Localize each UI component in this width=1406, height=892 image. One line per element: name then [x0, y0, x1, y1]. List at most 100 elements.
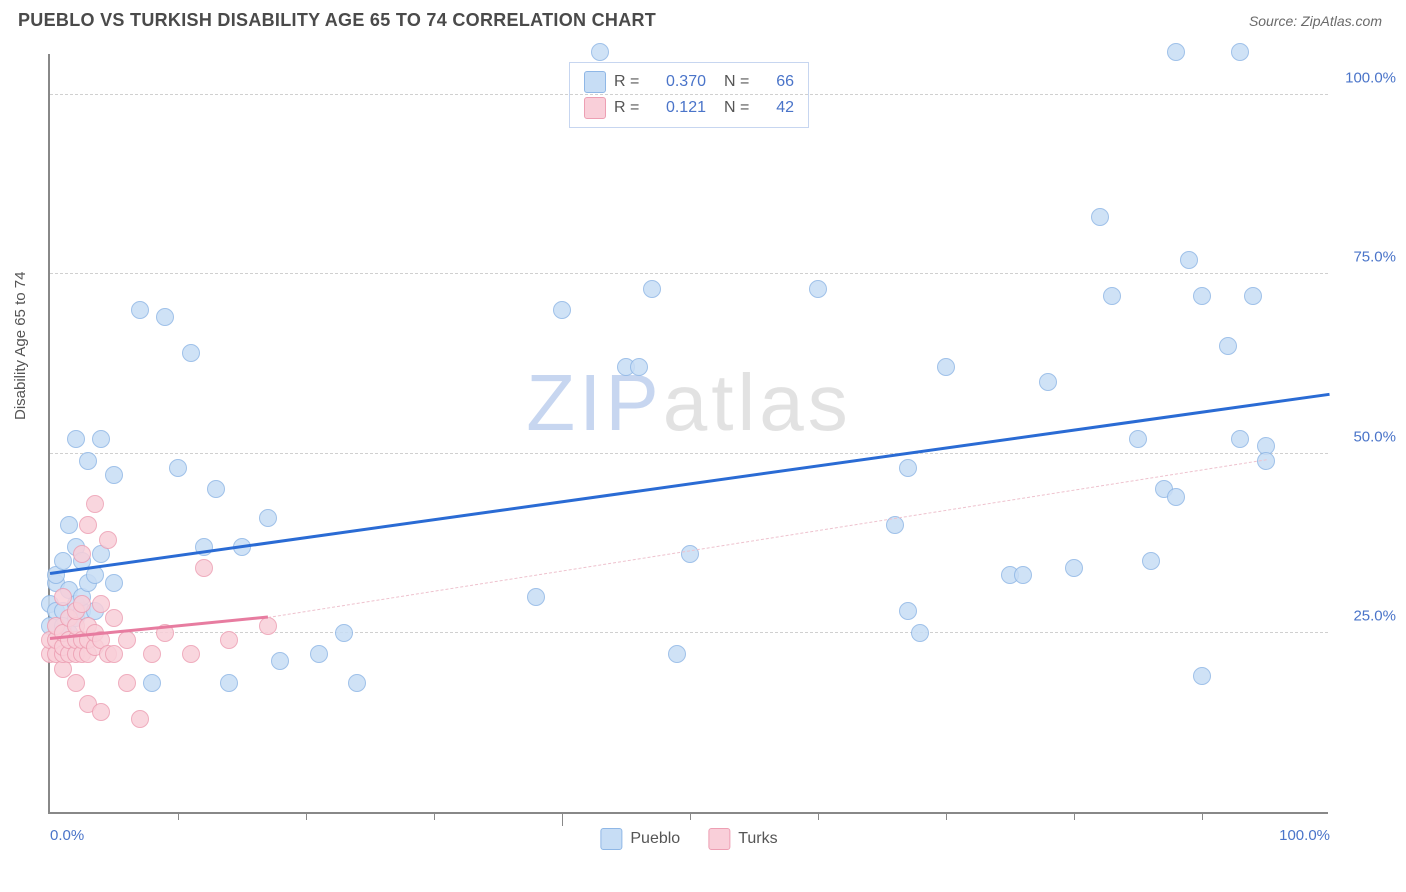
data-point — [1167, 43, 1185, 61]
legend-r-value: 0.121 — [654, 99, 706, 117]
data-point — [92, 430, 110, 448]
data-point — [73, 595, 91, 613]
data-point — [99, 531, 117, 549]
data-point — [553, 301, 571, 319]
data-point — [67, 430, 85, 448]
x-tick — [434, 812, 435, 820]
data-point — [105, 645, 123, 663]
data-point — [118, 674, 136, 692]
data-point — [591, 43, 609, 61]
data-point — [67, 674, 85, 692]
legend-stat-row: R = 0.121 N = 42 — [584, 95, 794, 121]
data-point — [79, 516, 97, 534]
data-point — [809, 280, 827, 298]
data-point — [527, 588, 545, 606]
data-point — [169, 459, 187, 477]
data-point — [911, 624, 929, 642]
data-point — [220, 631, 238, 649]
data-point — [143, 645, 161, 663]
data-point — [105, 609, 123, 627]
data-point — [1167, 488, 1185, 506]
y-tick-label: 100.0% — [1345, 70, 1396, 87]
chart-title: PUEBLO VS TURKISH DISABILITY AGE 65 TO 7… — [18, 10, 656, 31]
data-point — [259, 617, 277, 635]
data-point — [220, 674, 238, 692]
data-point — [643, 280, 661, 298]
data-point — [105, 466, 123, 484]
legend-n-value: 42 — [764, 99, 794, 117]
legend-n-value: 66 — [764, 73, 794, 91]
data-point — [348, 674, 366, 692]
data-point — [118, 631, 136, 649]
data-point — [54, 552, 72, 570]
legend-stat-row: R = 0.370 N = 66 — [584, 69, 794, 95]
gridline-h — [50, 273, 1328, 274]
data-point — [182, 344, 200, 362]
data-point — [1142, 552, 1160, 570]
data-point — [1129, 430, 1147, 448]
y-tick-label: 50.0% — [1353, 428, 1396, 445]
data-point — [1231, 43, 1249, 61]
data-point — [182, 645, 200, 663]
data-point — [156, 308, 174, 326]
data-point — [1014, 566, 1032, 584]
data-point — [899, 459, 917, 477]
legend-item: Pueblo — [600, 828, 680, 850]
data-point — [1103, 287, 1121, 305]
gridline-h — [50, 94, 1328, 95]
legend-label: Turks — [738, 830, 777, 848]
legend-r-label: R = — [614, 99, 646, 117]
gridline-h — [50, 632, 1328, 633]
data-point — [1244, 287, 1262, 305]
x-tick-label: 0.0% — [50, 827, 84, 844]
swatch-icon — [584, 97, 606, 119]
legend-r-label: R = — [614, 73, 646, 91]
y-axis-label: Disability Age 65 to 74 — [12, 272, 29, 420]
data-point — [630, 358, 648, 376]
legend-item: Turks — [708, 828, 777, 850]
gridline-h — [50, 453, 1328, 454]
source-label: Source: ZipAtlas.com — [1249, 13, 1382, 29]
data-point — [79, 452, 97, 470]
x-tick-label: 100.0% — [1279, 827, 1330, 844]
data-point — [105, 574, 123, 592]
data-point — [937, 358, 955, 376]
x-tick — [1074, 812, 1075, 820]
data-point — [92, 703, 110, 721]
legend-n-label: N = — [724, 73, 756, 91]
x-tick — [818, 812, 819, 820]
data-point — [195, 559, 213, 577]
legend-r-value: 0.370 — [654, 73, 706, 91]
data-point — [271, 652, 289, 670]
data-point — [73, 545, 91, 563]
data-point — [131, 710, 149, 728]
x-tick — [178, 812, 179, 820]
data-point — [668, 645, 686, 663]
data-point — [1193, 667, 1211, 685]
data-point — [1180, 251, 1198, 269]
data-point — [899, 602, 917, 620]
plot-region: ZIPatlas R =0.370N =66R =0.121N =42 Pueb… — [48, 54, 1328, 814]
y-tick-label: 25.0% — [1353, 607, 1396, 624]
data-point — [131, 301, 149, 319]
data-point — [143, 674, 161, 692]
data-point — [60, 516, 78, 534]
data-point — [86, 495, 104, 513]
legend-n-label: N = — [724, 99, 756, 117]
data-point — [681, 545, 699, 563]
swatch-icon — [600, 828, 622, 850]
data-point — [1193, 287, 1211, 305]
trend-line — [268, 460, 1267, 619]
x-tick — [690, 812, 691, 820]
legend-bottom: Pueblo Turks — [600, 828, 777, 850]
data-point — [207, 480, 225, 498]
x-tick — [1202, 812, 1203, 820]
chart-area: ZIPatlas R =0.370N =66R =0.121N =42 Pueb… — [48, 54, 1328, 814]
data-point — [1091, 208, 1109, 226]
watermark: ZIPatlas — [526, 357, 851, 449]
x-tick — [306, 812, 307, 820]
data-point — [1231, 430, 1249, 448]
data-point — [1039, 373, 1057, 391]
swatch-icon — [708, 828, 730, 850]
swatch-icon — [584, 71, 606, 93]
